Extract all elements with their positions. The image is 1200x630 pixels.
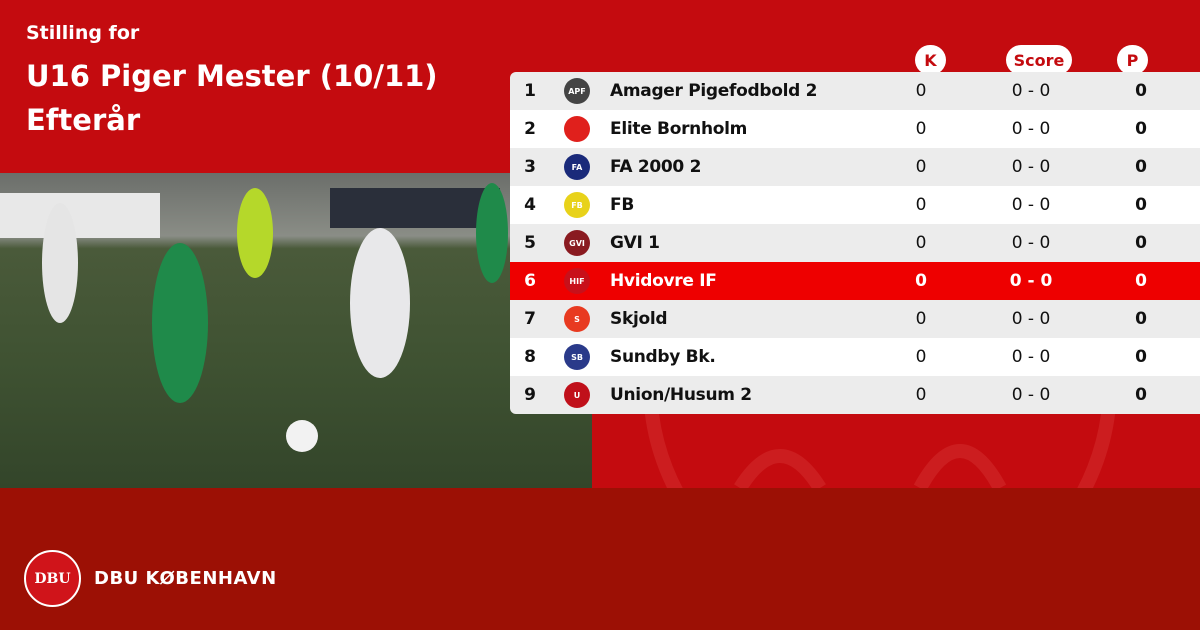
- matches-played: 0: [915, 195, 927, 215]
- table-row[interactable]: 4 FB FB 0 0 - 0 0: [510, 186, 1200, 224]
- matches-played: 0: [915, 385, 927, 405]
- position: 7: [524, 309, 536, 329]
- points: 0: [1135, 157, 1147, 177]
- goal-score: 0 - 0: [1011, 119, 1051, 139]
- footer-background: [0, 488, 1200, 630]
- table-row[interactable]: 8 SB Sundby Bk. 0 0 - 0 0: [510, 338, 1200, 376]
- team-name: FA 2000 2: [610, 157, 702, 177]
- team-logo-icon: [564, 116, 590, 142]
- table-row[interactable]: 7 S Skjold 0 0 - 0 0: [510, 300, 1200, 338]
- team-logo-icon: HIF: [564, 268, 590, 294]
- match-photo: [0, 173, 592, 488]
- team-logo-icon: U: [564, 382, 590, 408]
- brand-name: DBU KØBENHAVN: [94, 568, 277, 589]
- points: 0: [1135, 81, 1147, 101]
- team-logo-icon: S: [564, 306, 590, 332]
- matches-played: 0: [915, 271, 927, 291]
- team-name: Hvidovre IF: [610, 271, 717, 291]
- table-row[interactable]: 5 GVI GVI 1 0 0 - 0 0: [510, 224, 1200, 262]
- table-row[interactable]: 9 U Union/Husum 2 0 0 - 0 0: [510, 376, 1200, 414]
- points: 0: [1135, 347, 1147, 367]
- table-row[interactable]: 6 HIF Hvidovre IF 0 0 - 0 0: [510, 262, 1200, 300]
- team-logo-icon: GVI: [564, 230, 590, 256]
- team-name: Union/Husum 2: [610, 385, 752, 405]
- team-name: FB: [610, 195, 634, 215]
- points: 0: [1135, 271, 1147, 291]
- team-name: Amager Pigefodbold 2: [610, 81, 818, 101]
- position: 5: [524, 233, 536, 253]
- table-row[interactable]: 1 APF Amager Pigefodbold 2 0 0 - 0 0: [510, 72, 1200, 110]
- goal-score: 0 - 0: [1011, 309, 1051, 329]
- team-name: Skjold: [610, 309, 668, 329]
- position: 4: [524, 195, 536, 215]
- column-header-score: Score: [1006, 45, 1072, 75]
- points: 0: [1135, 195, 1147, 215]
- goal-score: 0 - 0: [1011, 157, 1051, 177]
- column-header-k: K: [915, 45, 946, 75]
- position: 8: [524, 347, 536, 367]
- position: 3: [524, 157, 536, 177]
- goal-score: 0 - 0: [1011, 347, 1051, 367]
- table-row[interactable]: 3 FA FA 2000 2 0 0 - 0 0: [510, 148, 1200, 186]
- position: 9: [524, 385, 536, 405]
- matches-played: 0: [915, 157, 927, 177]
- position: 2: [524, 119, 536, 139]
- table-row[interactable]: 2 Elite Bornholm 0 0 - 0 0: [510, 110, 1200, 148]
- subtitle: Stilling for: [26, 22, 140, 44]
- matches-played: 0: [915, 233, 927, 253]
- position: 6: [524, 271, 536, 291]
- watermark-logo: [644, 414, 1116, 488]
- points: 0: [1135, 309, 1147, 329]
- team-logo-icon: APF: [564, 78, 590, 104]
- points: 0: [1135, 119, 1147, 139]
- matches-played: 0: [915, 347, 927, 367]
- points: 0: [1135, 233, 1147, 253]
- goal-score: 0 - 0: [1011, 233, 1051, 253]
- goal-score: 0 - 0: [1011, 195, 1051, 215]
- team-logo-icon: FA: [564, 154, 590, 180]
- dbu-seal-logo: DBU: [24, 550, 81, 607]
- goal-score: 0 - 0: [1009, 271, 1053, 291]
- matches-played: 0: [915, 309, 927, 329]
- team-name: Elite Bornholm: [610, 119, 748, 139]
- team-name: Sundby Bk.: [610, 347, 716, 367]
- team-name: GVI 1: [610, 233, 660, 253]
- column-header-p: P: [1117, 45, 1148, 75]
- points: 0: [1135, 385, 1147, 405]
- team-logo-icon: FB: [564, 192, 590, 218]
- matches-played: 0: [915, 81, 927, 101]
- goal-score: 0 - 0: [1011, 385, 1051, 405]
- goal-score: 0 - 0: [1011, 81, 1051, 101]
- page-title: U16 Piger Mester (10/11) Efterår: [26, 59, 438, 137]
- team-logo-icon: SB: [564, 344, 590, 370]
- matches-played: 0: [915, 119, 927, 139]
- players-illustration: [0, 183, 508, 452]
- position: 1: [524, 81, 536, 101]
